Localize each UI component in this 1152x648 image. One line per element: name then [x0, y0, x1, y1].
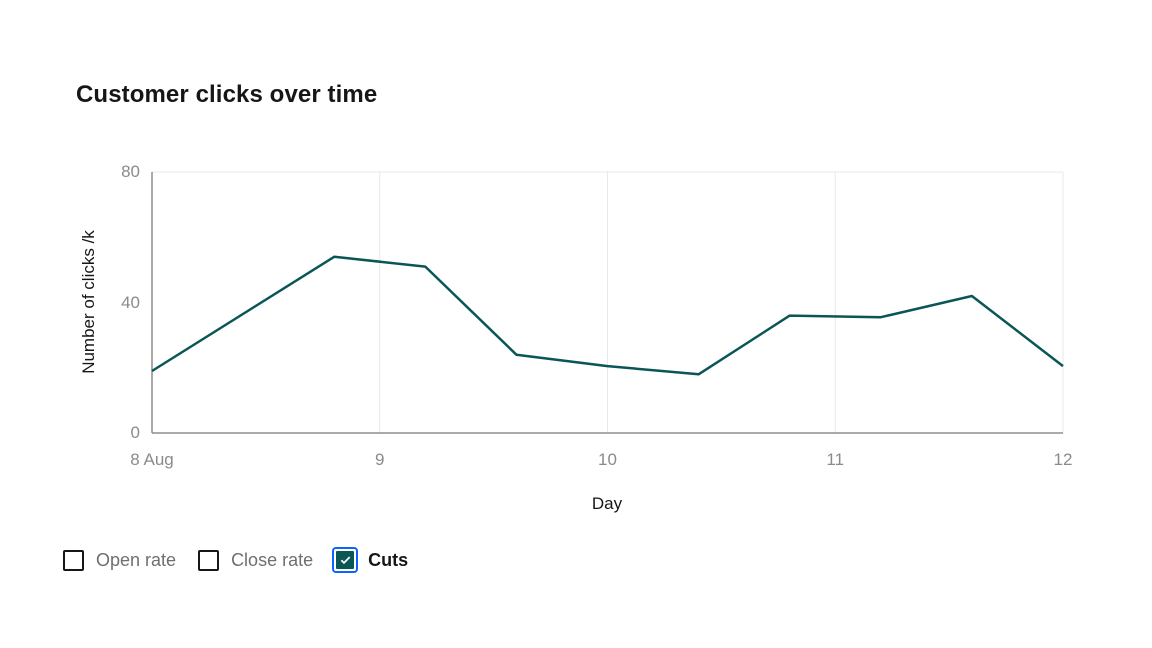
open-rate-checkbox-slot	[60, 547, 86, 573]
x-axis-title: Day	[591, 494, 623, 513]
x-tick-label: 9	[375, 450, 385, 469]
legend-label-open-rate: Open rate	[96, 550, 177, 570]
close-rate-checkbox[interactable]	[197, 549, 219, 571]
legend-item-close-rate[interactable]: Close rate	[195, 547, 313, 573]
legend-item-cuts[interactable]: Cuts	[332, 547, 408, 573]
close-rate-checkbox-slot	[195, 547, 221, 573]
legend-item-open-rate[interactable]: Open rate	[60, 547, 176, 573]
chart-title: Customer clicks over time	[76, 81, 378, 108]
x-tick-label: 10	[598, 450, 617, 469]
x-tick-label: 8 Aug	[130, 450, 174, 469]
y-tick-label: 40	[121, 292, 140, 312]
cuts-checkbox-slot	[332, 547, 359, 573]
checkmark-icon	[340, 556, 350, 564]
open-rate-checkbox[interactable]	[62, 549, 84, 571]
legend: Open rate Close rate Cut	[60, 547, 408, 573]
cuts-checkbox[interactable]	[332, 547, 359, 573]
checkbox-fill	[336, 551, 355, 569]
y-axis-title: Number of clicks /k	[79, 230, 98, 374]
legend-label-cuts: Cuts	[368, 550, 409, 570]
y-tick-label: 0	[130, 423, 140, 442]
legend-label-close-rate: Close rate	[231, 550, 314, 570]
series-line-cuts	[151, 255, 1064, 376]
line-chart-plot-area	[151, 171, 1064, 434]
x-tick-label: 12	[1053, 450, 1073, 469]
x-tick-label: 11	[826, 450, 845, 469]
y-tick-label: 80	[121, 162, 140, 181]
